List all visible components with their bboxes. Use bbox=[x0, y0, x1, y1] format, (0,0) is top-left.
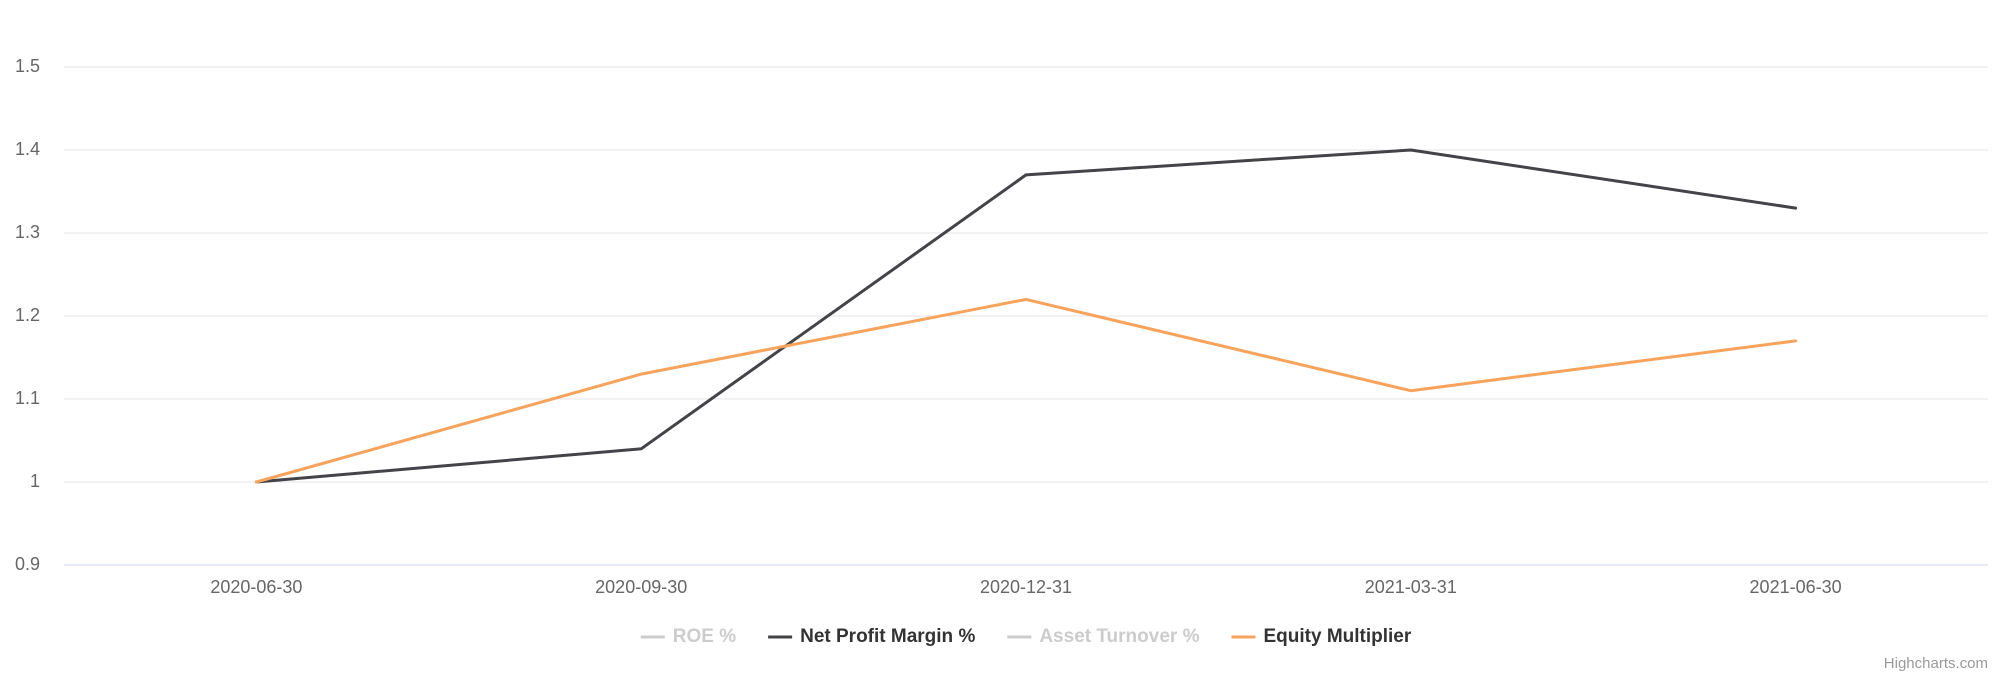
x-tick-label: 2020-12-31 bbox=[980, 577, 1072, 597]
y-tick-label: 1.2 bbox=[15, 305, 40, 325]
y-tick-label: 1.5 bbox=[15, 56, 40, 76]
legend-item[interactable]: Asset Turnover % bbox=[1007, 626, 1200, 647]
legend-item[interactable]: Equity Multiplier bbox=[1231, 626, 1412, 647]
y-tick-label: 0.9 bbox=[15, 554, 40, 574]
x-tick-label: 2020-09-30 bbox=[595, 577, 687, 597]
x-tick-label: 2020-06-30 bbox=[210, 577, 302, 597]
legend: ROE % Net Profit Margin % Asset Turnover %… bbox=[640, 626, 1412, 647]
legend-label: ROE % bbox=[673, 626, 736, 647]
legend-label: Asset Turnover % bbox=[1039, 626, 1199, 647]
legend-item[interactable]: Net Profit Margin % bbox=[768, 626, 975, 647]
series-line bbox=[254, 297, 1798, 484]
legend-item[interactable]: ROE % bbox=[640, 626, 736, 647]
legend-label: Equity Multiplier bbox=[1263, 626, 1411, 647]
credit[interactable]: Highcharts.com bbox=[1884, 655, 1988, 672]
y-tick-label: 1 bbox=[30, 471, 40, 491]
y-tick-label: 1.3 bbox=[15, 222, 40, 242]
y-tick-label: 1.4 bbox=[15, 139, 40, 159]
x-tick-label: 2021-06-30 bbox=[1750, 577, 1842, 597]
series-line bbox=[254, 148, 1798, 484]
y-tick-label: 1.1 bbox=[15, 388, 40, 408]
x-tick-label: 2021-03-31 bbox=[1365, 577, 1457, 597]
legend-label: Net Profit Margin % bbox=[800, 626, 975, 647]
